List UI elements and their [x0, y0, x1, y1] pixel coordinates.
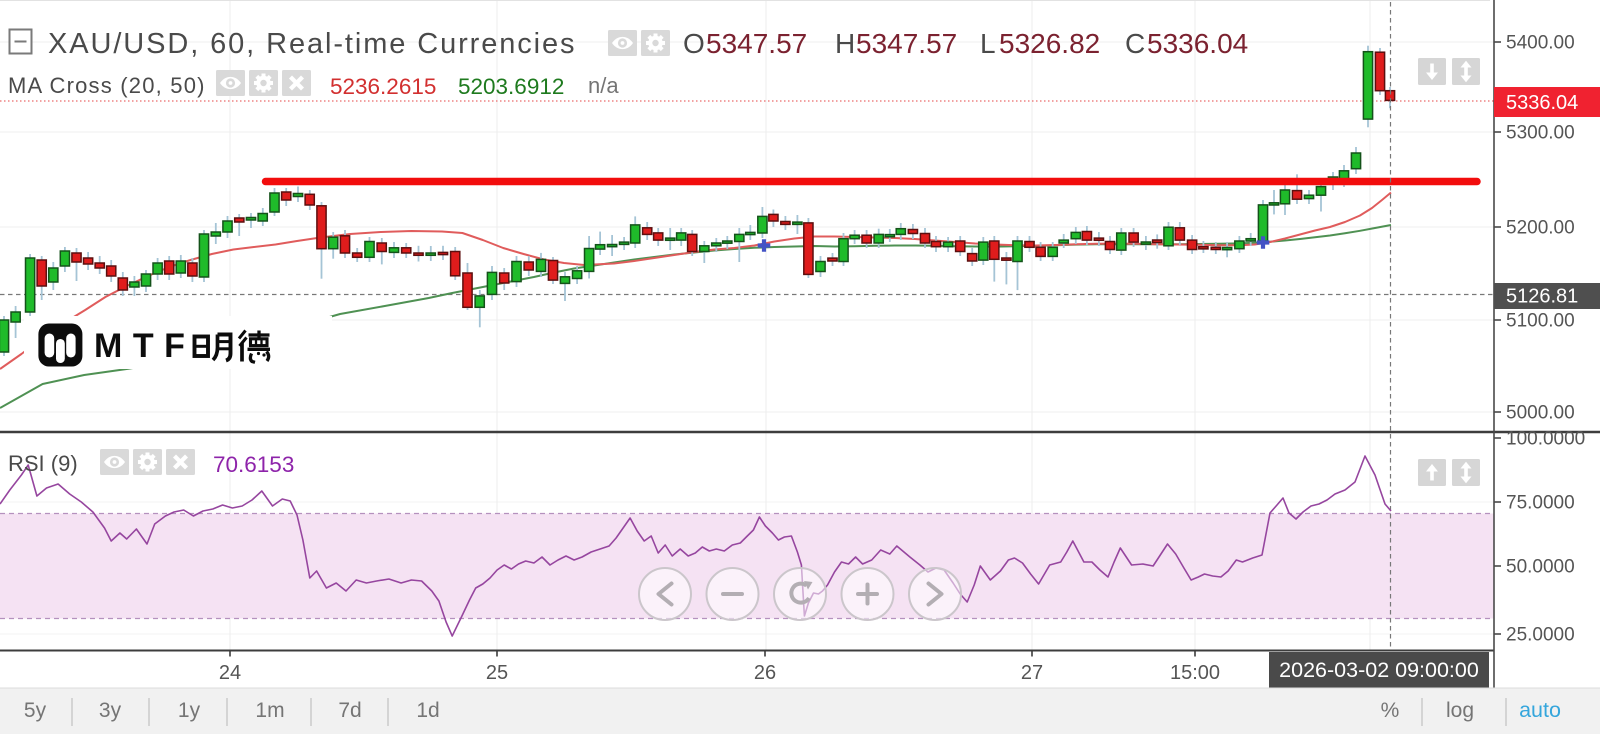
svg-text:5326.82: 5326.82	[999, 28, 1100, 59]
svg-text:5236.2615: 5236.2615	[330, 74, 436, 99]
svg-text:auto: auto	[1519, 698, 1561, 722]
svg-text:7d: 7d	[338, 699, 361, 722]
svg-text:XAU/USD, 60, Real-time Currenc: XAU/USD, 60, Real-time Currencies	[48, 28, 576, 60]
svg-text:C: C	[1125, 28, 1145, 59]
svg-text:5400.00: 5400.00	[1506, 33, 1575, 54]
svg-text:100.0000: 100.0000	[1506, 429, 1585, 450]
svg-text:5336.04: 5336.04	[1147, 28, 1248, 59]
svg-text:5300.00: 5300.00	[1506, 123, 1575, 144]
svg-text:1d: 1d	[416, 699, 439, 722]
svg-text:5347.57: 5347.57	[706, 28, 807, 59]
svg-text:5203.6912: 5203.6912	[458, 74, 564, 99]
svg-text:24: 24	[219, 662, 241, 684]
svg-text:26: 26	[754, 662, 776, 684]
svg-text:L: L	[980, 28, 996, 59]
svg-text:27: 27	[1021, 662, 1043, 684]
svg-text:25.0000: 25.0000	[1506, 625, 1575, 646]
svg-text:70.6153: 70.6153	[213, 452, 294, 477]
svg-text:75.0000: 75.0000	[1506, 493, 1575, 514]
svg-text:MA Cross (20, 50): MA Cross (20, 50)	[8, 73, 206, 98]
svg-text:2026-03-02 09:00:00: 2026-03-02 09:00:00	[1279, 658, 1479, 682]
svg-text:25: 25	[486, 662, 508, 684]
svg-text:5100.00: 5100.00	[1506, 311, 1575, 332]
svg-text:O: O	[683, 28, 705, 59]
svg-text:5y: 5y	[24, 699, 47, 722]
svg-text:5000.00: 5000.00	[1506, 403, 1575, 424]
svg-text:MTF: MTF	[94, 327, 195, 365]
svg-text:H: H	[835, 28, 855, 59]
svg-text:RSI (9): RSI (9)	[8, 451, 78, 476]
svg-text:1m: 1m	[255, 699, 284, 722]
svg-text:5126.81: 5126.81	[1506, 286, 1578, 308]
svg-text:n/a: n/a	[588, 73, 619, 98]
svg-text:50.0000: 50.0000	[1506, 557, 1575, 578]
svg-text:5347.57: 5347.57	[856, 28, 957, 59]
svg-text:3y: 3y	[99, 699, 122, 722]
svg-text:15:00: 15:00	[1170, 662, 1220, 684]
svg-text:5200.00: 5200.00	[1506, 218, 1575, 239]
svg-text:1y: 1y	[178, 699, 201, 722]
svg-text:%: %	[1381, 699, 1400, 722]
svg-text:log: log	[1446, 699, 1474, 722]
svg-text:5336.04: 5336.04	[1506, 92, 1578, 114]
